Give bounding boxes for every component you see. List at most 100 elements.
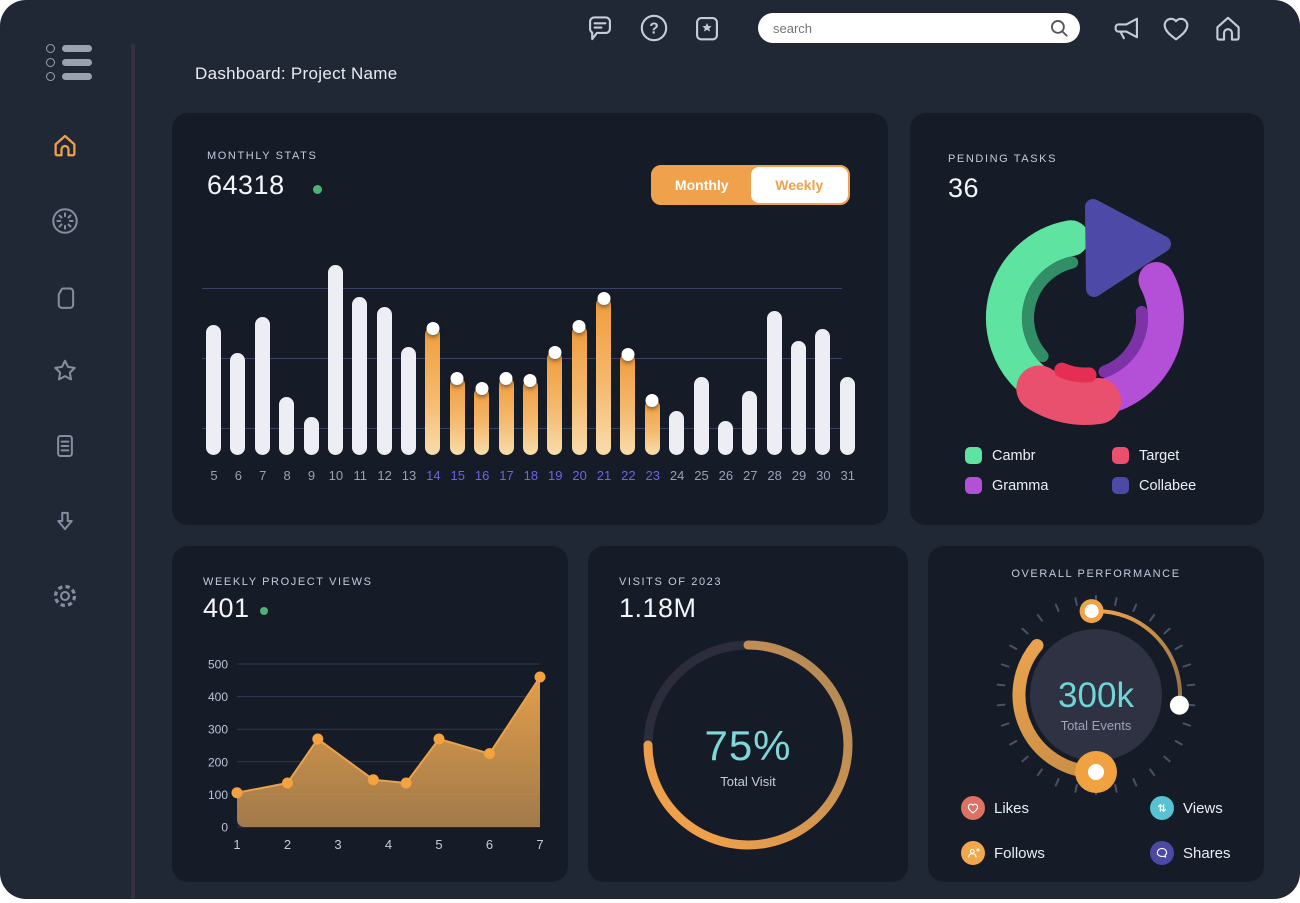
legend-swatch — [965, 447, 982, 464]
bar — [206, 325, 221, 455]
visits-caption: Total Visit — [720, 774, 776, 789]
bar — [596, 292, 611, 455]
bar-column: 30 — [811, 255, 835, 483]
bar-x-label: 29 — [791, 468, 807, 483]
bar — [717, 421, 733, 455]
visits-percent: 75% — [704, 722, 792, 769]
data-point — [312, 733, 324, 745]
bar-column: 6 — [226, 255, 250, 483]
bar-column: 5 — [202, 255, 226, 483]
announcements-button[interactable] — [1110, 11, 1144, 45]
heart-icon — [1163, 17, 1189, 41]
bar-x-label: 18 — [523, 468, 539, 483]
bag-icon — [57, 287, 75, 309]
x-tick-label: 3 — [334, 837, 341, 852]
bar-x-label: 13 — [401, 468, 417, 483]
bar-x-label: 9 — [307, 468, 316, 483]
bar-column: 26 — [714, 255, 738, 483]
page-title: Dashboard: Project Name — [195, 64, 398, 83]
bar — [352, 297, 368, 455]
likes-icon — [961, 796, 985, 820]
sidebar-item-documents[interactable] — [50, 431, 80, 461]
gridline — [202, 288, 842, 289]
search-icon[interactable] — [1046, 15, 1072, 41]
period-toggle[interactable]: Monthly Weekly — [651, 165, 850, 205]
sidebar-item-projects[interactable] — [50, 281, 80, 311]
bar-x-label: 5 — [210, 468, 218, 483]
bar-peak-dot — [475, 382, 489, 395]
bar-column: 9 — [300, 255, 324, 483]
bar-column: 21 — [592, 255, 616, 483]
home-icon — [1216, 16, 1240, 41]
legend-label: Target — [1139, 447, 1180, 464]
bar-column: 13 — [397, 255, 421, 483]
sidebar-item-settings[interactable] — [50, 581, 80, 611]
messages-button[interactable] — [583, 11, 617, 45]
legend-swatch — [965, 477, 982, 494]
data-point — [367, 774, 379, 786]
tasks-donut-chart — [985, 199, 1184, 426]
help-button[interactable]: ? — [637, 11, 671, 45]
bar-column: 27 — [738, 255, 762, 483]
y-tick-label: 100 — [208, 788, 228, 802]
events-button[interactable] — [690, 11, 724, 45]
bar-column: 28 — [763, 255, 787, 483]
bar — [669, 411, 685, 455]
bar-x-label: 27 — [743, 468, 758, 483]
data-point — [433, 733, 445, 745]
donut-inner-arc-purple — [1098, 306, 1149, 378]
gauge-knob-dot — [1088, 764, 1104, 780]
bar — [620, 348, 636, 455]
area-fill — [237, 677, 540, 827]
y-tick-label: 300 — [208, 723, 228, 737]
legend-label: Shares — [1183, 844, 1231, 862]
donut-segment-target — [1016, 365, 1122, 426]
bar-series: 5 6 7 8 9 10 11 12 13 14 15 16 17 18 19 20 21 22 23 24 25 26 2… — [202, 255, 860, 483]
search-input[interactable] — [758, 20, 1046, 36]
y-tick-label: 0 — [221, 821, 228, 835]
bar — [474, 382, 490, 455]
search-bar[interactable] — [758, 13, 1080, 43]
home-button[interactable] — [1211, 11, 1245, 45]
status-dot — [313, 185, 322, 194]
gridline — [202, 358, 842, 359]
gear-icon — [53, 584, 77, 608]
performance-gauge — [996, 595, 1196, 795]
svg-text:?: ? — [649, 21, 659, 38]
sidebar-item-downloads[interactable] — [50, 506, 80, 536]
download-arrow-icon — [57, 511, 73, 531]
bar — [791, 341, 806, 455]
gauge-right-marker[interactable] — [1169, 695, 1189, 715]
bar-x-label: 25 — [694, 468, 709, 483]
bar-x-label: 22 — [621, 468, 636, 483]
toggle-weekly[interactable]: Weekly — [750, 167, 848, 203]
data-point — [400, 777, 412, 789]
gauge-face — [1030, 629, 1162, 761]
data-point — [231, 787, 243, 799]
bar-peak-dot — [621, 348, 635, 361]
bar-peak-dot — [499, 372, 513, 385]
gauge-main-arc — [1012, 639, 1103, 779]
bar — [401, 347, 416, 455]
legend-label: Follows — [994, 844, 1045, 862]
legend-swatch — [1112, 447, 1129, 464]
bar-x-label: 14 — [426, 468, 441, 483]
sidebar-item-home[interactable] — [50, 130, 80, 160]
toggle-monthly[interactable]: Monthly — [653, 167, 751, 203]
shares-icon — [1150, 841, 1174, 865]
bar-column: 17 — [495, 255, 519, 483]
menu-toggle[interactable] — [46, 44, 92, 86]
favorites-button[interactable] — [1159, 11, 1193, 45]
card-title: WEEKLY PROJECT VIEWS — [203, 576, 373, 588]
bar — [742, 391, 758, 455]
sidebar-item-favorites[interactable] — [50, 356, 80, 386]
sidebar-item-dashboard[interactable] — [50, 206, 80, 236]
x-tick-label: 4 — [385, 837, 392, 852]
bar-peak-dot — [426, 322, 440, 335]
bar-x-label: 15 — [450, 468, 465, 483]
card-title: VISITS OF 2023 — [619, 576, 723, 588]
bar-x-label: 16 — [474, 468, 490, 483]
sidebar-divider — [131, 44, 135, 899]
bar-peak-dot — [645, 394, 659, 407]
bar-x-label: 7 — [259, 468, 267, 483]
